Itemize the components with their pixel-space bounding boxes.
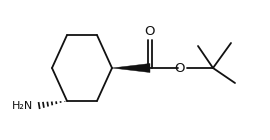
Text: O: O [145,25,155,38]
Text: O: O [175,61,185,74]
Text: H₂N: H₂N [12,101,33,111]
Polygon shape [112,64,150,73]
